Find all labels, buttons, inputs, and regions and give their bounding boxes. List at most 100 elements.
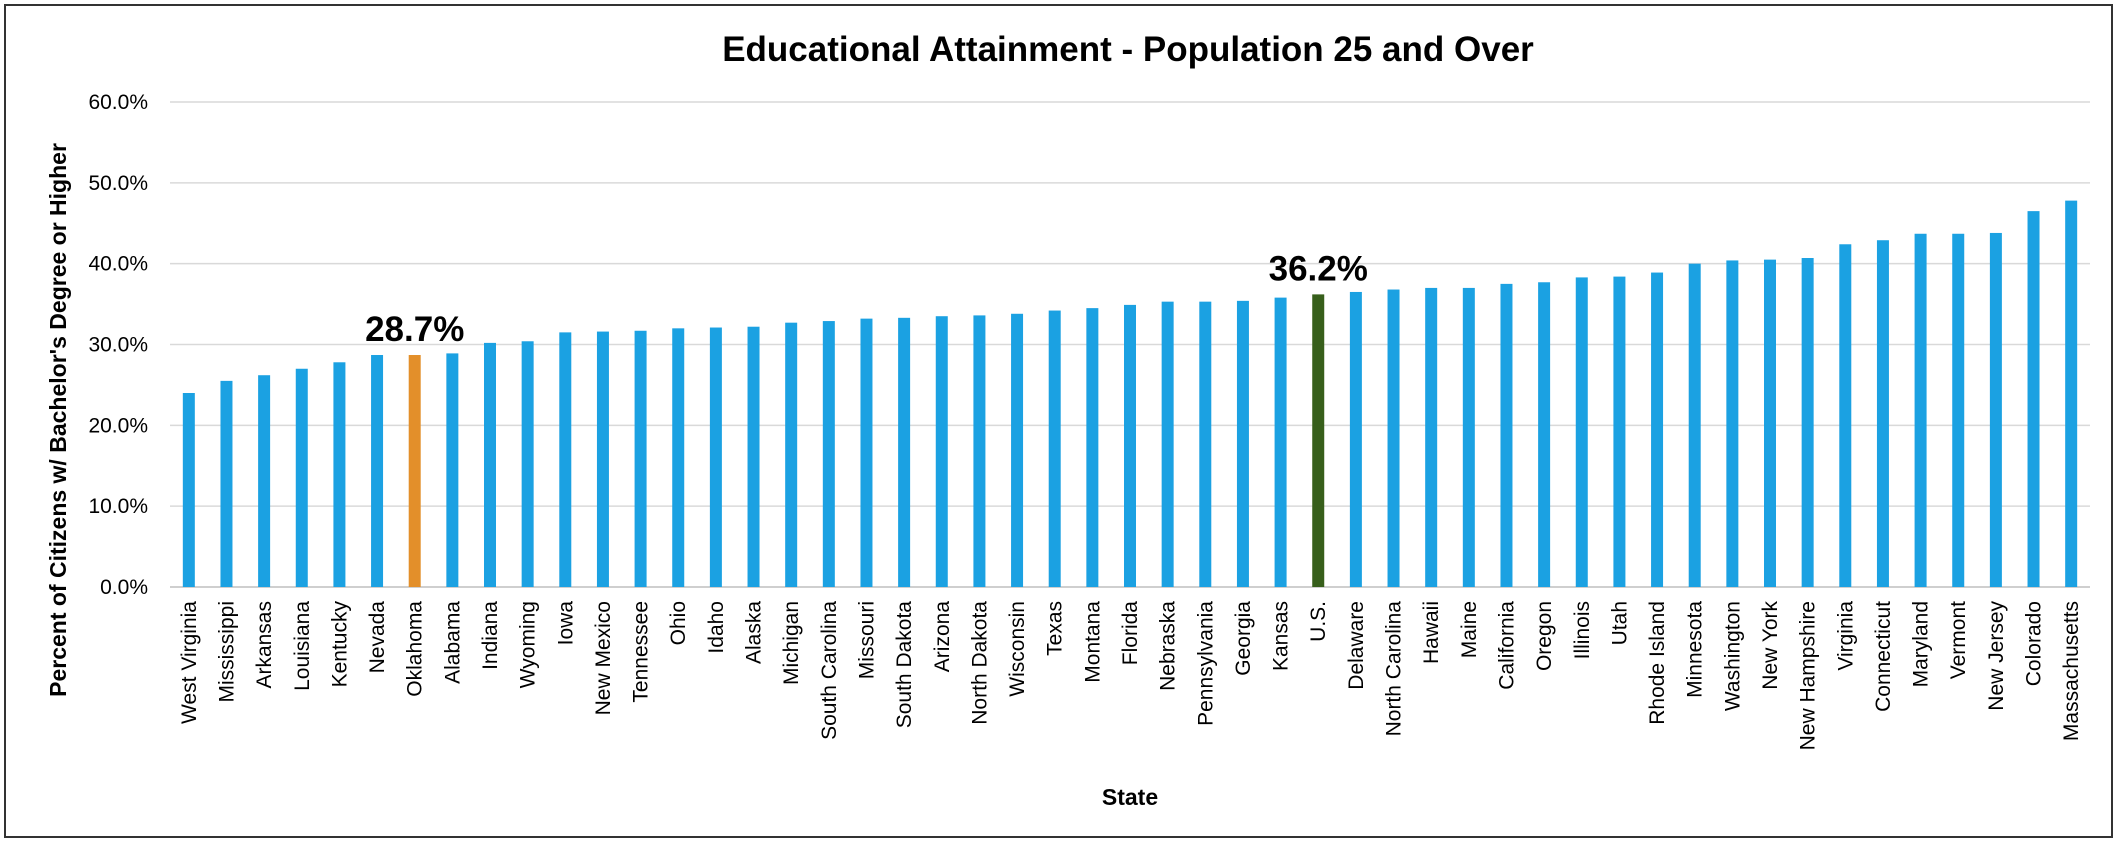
category-label: Arkansas <box>253 601 276 689</box>
category-label: California <box>1495 601 1518 690</box>
category-label: Tennessee <box>630 601 653 703</box>
bar <box>371 355 384 587</box>
bar <box>1425 287 1438 587</box>
bar <box>1349 291 1362 587</box>
category-label: Rhode Island <box>1646 601 1669 725</box>
category-label: South Carolina <box>818 601 841 740</box>
bar <box>1124 304 1136 587</box>
bar <box>1011 313 1024 587</box>
y-tick-label: 10.0% <box>88 495 148 518</box>
bars <box>182 200 2078 587</box>
bar <box>1914 233 1927 587</box>
bar <box>634 330 647 587</box>
category-label: South Dakota <box>893 601 916 729</box>
category-label: Texas <box>1044 601 1067 656</box>
bar <box>258 375 271 587</box>
category-label: Iowa <box>554 601 577 646</box>
category-label: Hawaii <box>1420 601 1443 664</box>
callouts: 28.7% 36.2% <box>365 249 1368 349</box>
category-label: Louisiana <box>291 601 314 691</box>
category-label: Kansas <box>1270 601 1293 671</box>
bar <box>1199 301 1212 587</box>
bar <box>935 316 948 587</box>
category-label: New York <box>1759 601 1782 690</box>
bar <box>1161 301 1174 587</box>
category-label: North Carolina <box>1383 601 1406 737</box>
bar <box>747 326 760 587</box>
bar <box>1538 282 1551 587</box>
category-label: Nevada <box>366 601 389 674</box>
bar <box>1274 297 1287 587</box>
category-label: Minnesota <box>1684 601 1707 698</box>
bar <box>1952 233 1965 587</box>
bar <box>1726 260 1739 587</box>
bar <box>785 322 798 587</box>
category-label: Alaska <box>743 601 766 664</box>
bar <box>1876 240 1889 587</box>
bar <box>1651 272 1664 587</box>
category-label: Connecticut <box>1872 601 1895 712</box>
y-tick-label: 20.0% <box>88 414 148 437</box>
y-tick-label: 60.0% <box>88 91 148 114</box>
bar <box>1462 287 1475 587</box>
value-callout: 28.7% <box>365 310 464 349</box>
category-label: Delaware <box>1345 601 1368 690</box>
y-tick-label: 40.0% <box>88 253 148 276</box>
bar <box>973 315 986 587</box>
bar <box>1613 276 1626 587</box>
category-label: Vermont <box>1947 601 1970 679</box>
bar <box>1500 283 1513 587</box>
category-label: Florida <box>1119 601 1142 666</box>
bar <box>1839 244 1852 587</box>
category-label: Mississippi <box>215 601 238 703</box>
category-label: New Mexico <box>592 601 615 715</box>
category-label: North Dakota <box>968 601 991 725</box>
bar <box>672 328 685 587</box>
category-label: Washington <box>1721 601 1744 711</box>
y-tick-label: 50.0% <box>88 172 148 195</box>
chart-title: Educational Attainment - Population 25 a… <box>722 30 1534 69</box>
category-label: Kentucky <box>328 601 351 688</box>
category-label: Colorado <box>2023 601 2046 686</box>
bar <box>860 318 873 587</box>
y-tick-label: 0.0% <box>100 576 148 599</box>
category-label: Indiana <box>479 601 502 670</box>
value-callout: 36.2% <box>1269 249 1368 288</box>
category-label: Pennsylvania <box>1194 601 1217 726</box>
category-label: Michigan <box>780 601 803 685</box>
bar <box>295 368 308 587</box>
category-label: Ohio <box>667 601 690 645</box>
bar <box>596 331 609 587</box>
category-label: Oklahoma <box>404 601 427 697</box>
bar <box>1688 263 1701 587</box>
category-label: Montana <box>1081 601 1104 683</box>
category-label: Idaho <box>705 601 728 654</box>
bar <box>446 353 459 587</box>
bar <box>1312 294 1325 587</box>
category-label: New Hampshire <box>1797 601 1820 750</box>
y-tick-labels: 0.0% 10.0% 20.0% 30.0% 40.0% 50.0% 60.0% <box>88 91 148 599</box>
category-label: U.S. <box>1307 601 1330 642</box>
category-label: New Jersey <box>1985 601 2008 711</box>
bar <box>1989 232 2002 587</box>
category-label: Arizona <box>931 601 954 673</box>
bar <box>559 332 572 587</box>
bar <box>2065 200 2078 587</box>
bar <box>1048 310 1061 587</box>
category-label: Virginia <box>1834 601 1857 671</box>
category-label: Georgia <box>1232 601 1255 676</box>
bar <box>2027 211 2040 587</box>
category-label: Maryland <box>1910 601 1933 687</box>
y-tick-label: 30.0% <box>88 334 148 357</box>
bar <box>182 393 195 587</box>
bar <box>898 317 911 587</box>
category-label: Massachusetts <box>2060 601 2083 741</box>
bar <box>333 362 346 587</box>
bar <box>408 355 421 587</box>
y-axis-title: Percent of Citizens w/ Bachelor's Degree… <box>45 143 71 697</box>
category-label: Utah <box>1608 601 1631 645</box>
category-label: Missouri <box>855 601 878 679</box>
bar <box>709 327 722 587</box>
x-axis-title: State <box>1102 784 1158 810</box>
